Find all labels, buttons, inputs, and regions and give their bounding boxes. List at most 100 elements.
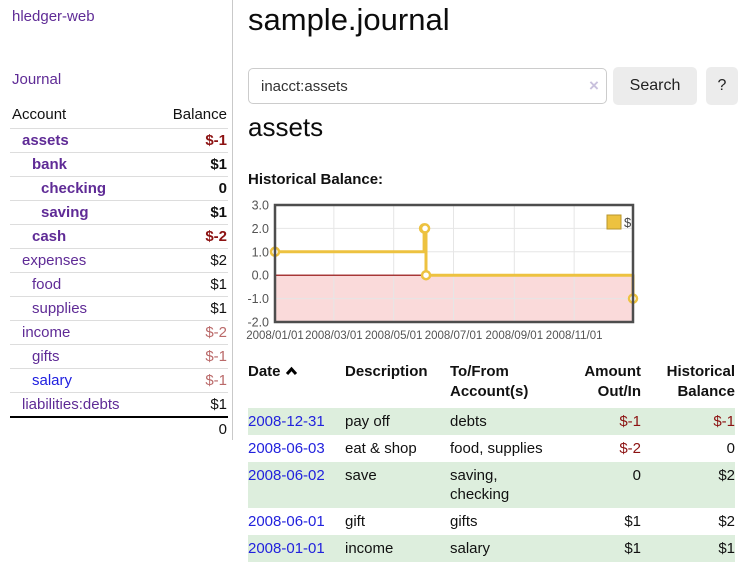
- account-balance: $-1: [153, 344, 228, 369]
- account-row: liabilities:debts $1: [10, 392, 228, 417]
- transaction-description: save: [345, 467, 377, 484]
- transaction-date-link[interactable]: 2008-01-01: [248, 540, 325, 557]
- account-link[interactable]: cash: [32, 228, 67, 245]
- transaction-balance: 0: [726, 440, 735, 457]
- account-link[interactable]: saving: [41, 204, 89, 221]
- account-row: bank $1: [10, 152, 228, 177]
- account-link[interactable]: expenses: [22, 252, 87, 269]
- account-link[interactable]: liabilities:debts: [22, 396, 120, 413]
- sidebar: hledger-web Journal Account Balance asse…: [0, 0, 233, 441]
- account-balance: 0: [153, 176, 228, 201]
- account-link[interactable]: bank: [32, 156, 68, 173]
- txn-col-date[interactable]: Date: [248, 362, 345, 408]
- sort-asc-icon[interactable]: [285, 362, 298, 382]
- txn-col-balance: Historical Balance: [666, 363, 735, 400]
- account-balance: $-1: [153, 368, 228, 393]
- transaction-amount: $1: [624, 513, 641, 530]
- help-button[interactable]: ?: [706, 67, 738, 105]
- chart-label: Historical Balance:: [248, 171, 384, 188]
- transaction-row: 2008-12-31 pay off debts $-1 $-1: [248, 408, 735, 435]
- transaction-date-link[interactable]: 2008-06-03: [248, 440, 325, 457]
- y-tick-label: 0.0: [252, 269, 269, 283]
- account-link[interactable]: income: [22, 324, 71, 341]
- account-link[interactable]: assets: [22, 132, 69, 149]
- transaction-description: gift: [345, 513, 366, 530]
- account-row: income $-2: [10, 320, 228, 345]
- account-page-title: assets: [248, 112, 324, 142]
- y-tick-label: 1.0: [252, 245, 269, 259]
- account-balance: $1: [153, 200, 228, 225]
- x-tick-label: 2008/07/01: [425, 330, 483, 342]
- page-title: sample.journal: [248, 2, 450, 37]
- transaction-date-link[interactable]: 2008-12-31: [248, 413, 325, 430]
- data-point[interactable]: [419, 223, 431, 234]
- account-balance: $1: [153, 272, 228, 297]
- search-input[interactable]: [248, 68, 607, 104]
- txn-col-amount: Amount Out/In: [584, 363, 641, 400]
- account-balance: $2: [153, 248, 228, 273]
- transaction-description: eat & shop: [345, 440, 417, 457]
- transaction-row: 2008-06-01 gift gifts $1 $2: [248, 508, 735, 535]
- y-tick-label: 2.0: [252, 222, 269, 236]
- search-button[interactable]: Search: [613, 67, 697, 105]
- transaction-accounts: gifts: [450, 513, 478, 530]
- y-tick-label: 3.0: [252, 199, 269, 213]
- account-link[interactable]: gifts: [32, 348, 60, 365]
- y-tick-label: -2.0: [247, 316, 269, 330]
- transaction-amount: $-1: [619, 413, 641, 430]
- sidebar-item-journal[interactable]: Journal: [12, 71, 62, 88]
- legend-swatch: [606, 214, 622, 230]
- txn-col-accounts: To/From Account(s): [450, 363, 529, 400]
- accounts-total-row: 0: [10, 416, 228, 441]
- transaction-description: income: [345, 540, 394, 557]
- x-tick-label: 2008/11/01: [546, 330, 603, 342]
- account-link[interactable]: supplies: [32, 300, 88, 317]
- transaction-amount: 0: [632, 467, 641, 484]
- x-tick-label: 2008/09/01: [486, 330, 544, 342]
- transaction-balance: $2: [718, 467, 735, 484]
- x-tick-label: 2008/03/01: [305, 330, 363, 342]
- transaction-balance: $2: [718, 513, 735, 530]
- transactions-table-body: 2008-12-31 pay off debts $-1 $-1 2008-06-03 ea…: [248, 408, 735, 562]
- transaction-date-link[interactable]: 2008-06-01: [248, 513, 325, 530]
- data-point[interactable]: [420, 269, 432, 281]
- account-balance: $1: [153, 152, 228, 177]
- transaction-row: 2008-01-01 income salary $1 $1: [248, 535, 735, 562]
- account-row: supplies $1: [10, 296, 228, 321]
- account-row: food $1: [10, 272, 228, 297]
- account-balance: $-2: [153, 320, 228, 345]
- transaction-row: 2008-06-02 save saving, checking 0 $2: [248, 462, 735, 508]
- transaction-accounts: food, supplies: [450, 440, 543, 457]
- accounts-col-account: Account: [12, 106, 67, 123]
- accounts-col-balance: Balance: [172, 106, 227, 123]
- balance-chart[interactable]: 3.0 2.0 1.0 0.0 -1.0 -2.0 2008/01/01 2008/03/01…: [246, 199, 642, 345]
- x-tick-label: 2008/01/01: [246, 330, 304, 342]
- account-link[interactable]: salary: [32, 372, 73, 389]
- txn-col-description: Description: [345, 363, 428, 380]
- transaction-row: 2008-06-03 eat & shop food, supplies $-2 0: [248, 435, 735, 462]
- transaction-date-link[interactable]: 2008-06-02: [248, 467, 325, 484]
- account-row: assets $-1: [10, 128, 228, 153]
- transaction-amount: $1: [624, 540, 641, 557]
- transaction-balance: $-1: [713, 413, 735, 430]
- account-balance: $1: [153, 296, 228, 321]
- transaction-balance: $1: [718, 540, 735, 557]
- account-link[interactable]: food: [32, 276, 62, 293]
- accounts-total-value: 0: [153, 416, 228, 441]
- app-title-link[interactable]: hledger-web: [12, 8, 95, 25]
- account-row: cash $-2: [10, 224, 228, 249]
- chart-border: [273, 203, 635, 324]
- account-link[interactable]: checking: [41, 180, 107, 197]
- transaction-accounts: debts: [450, 413, 487, 430]
- account-table-body: assets $-1 bank $1 checking 0 saving $1 cash $-2 e…: [10, 128, 228, 417]
- account-balance: $-1: [153, 128, 228, 153]
- account-balance: $-2: [153, 224, 228, 249]
- transaction-accounts: salary: [450, 540, 491, 557]
- x-tick-label: 2008/05/01: [365, 330, 423, 342]
- transaction-accounts: saving, checking: [450, 467, 510, 503]
- legend-label: $: [624, 215, 632, 230]
- transaction-description: pay off: [345, 413, 390, 430]
- clear-search-icon[interactable]: ×: [589, 76, 599, 95]
- account-row: expenses $2: [10, 248, 228, 273]
